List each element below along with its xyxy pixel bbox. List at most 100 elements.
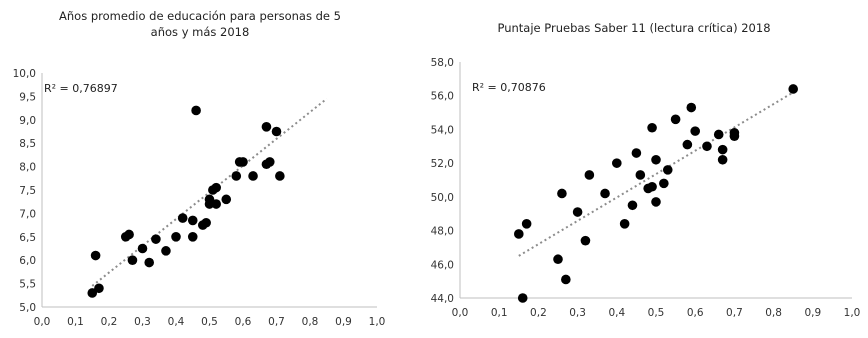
x-tick-label: 0,1 [491, 307, 508, 319]
data-point [635, 170, 646, 180]
data-point [788, 84, 798, 94]
data-point [686, 102, 697, 113]
data-point [87, 288, 98, 298]
x-tick-label: 0,6 [235, 316, 252, 328]
data-point [221, 194, 232, 205]
x-tick-label: 0,4 [608, 307, 625, 319]
data-point [521, 219, 532, 229]
x-tick-label: 0,8 [765, 307, 782, 319]
data-point [659, 178, 669, 189]
data-point [729, 128, 740, 138]
chart-education-years: Años promedio de educación para personas… [0, 0, 400, 338]
data-point [191, 105, 201, 116]
data-point [662, 165, 673, 175]
r-squared-label: R² = 0,76897 [44, 82, 118, 95]
data-point [238, 157, 248, 167]
data-point [161, 246, 171, 256]
x-tick-label: 0,6 [687, 307, 704, 319]
data-point [627, 200, 638, 211]
y-tick-label: 6,5 [19, 232, 36, 244]
chart-saber11-reading: Puntaje Pruebas Saber 11 (lectura crític… [400, 0, 868, 338]
x-tick-label: 1,0 [844, 307, 861, 319]
y-tick-label: 9,0 [19, 115, 36, 127]
chart-title: Puntaje Pruebas Saber 11 (lectura crític… [400, 20, 868, 36]
y-tick-label: 48,0 [431, 226, 454, 238]
y-tick-label: 58,0 [431, 57, 454, 69]
data-point [171, 232, 181, 242]
data-point [690, 126, 700, 136]
data-point [612, 158, 622, 168]
data-point [651, 154, 661, 165]
data-point [204, 194, 215, 205]
data-point [682, 139, 693, 150]
x-tick-label: 0,9 [335, 316, 352, 328]
data-point [124, 229, 134, 240]
data-point [94, 283, 104, 294]
x-tick-label: 0,1 [67, 316, 84, 328]
x-tick-label: 1,0 [369, 316, 386, 328]
data-point [647, 181, 657, 192]
x-tick-label: 0,0 [452, 307, 469, 319]
chart-title-line-1: Puntaje Pruebas Saber 11 (lectura crític… [497, 21, 771, 35]
data-point [580, 235, 591, 246]
y-tick-label: 8,0 [19, 162, 36, 174]
x-tick-label: 0,3 [134, 316, 151, 328]
data-point [211, 182, 221, 193]
y-tick-label: 6,0 [19, 255, 36, 267]
scatter-plot-saber11: 44,0 46,0 48,0 50,0 52,0 54,0 56,0 58,0 0,0 0,1 0,… [431, 57, 861, 319]
data-point [584, 170, 595, 180]
data-point [271, 126, 282, 137]
data-point [514, 229, 524, 239]
data-point [651, 197, 661, 207]
data-point [557, 188, 567, 199]
y-tick-label: 46,0 [431, 259, 454, 271]
data-point [90, 250, 101, 261]
chart-title-line-2: años y más 2018 [150, 25, 250, 39]
chart-title-line-1: Años promedio de educación para personas… [59, 9, 341, 23]
data-point [670, 114, 681, 125]
r-squared-label: R² = 0,70876 [472, 81, 546, 94]
data-point [275, 171, 285, 181]
data-point [713, 129, 724, 140]
data-point [187, 215, 198, 226]
data-point [517, 293, 528, 303]
y-tick-label: 52,0 [431, 158, 454, 170]
y-tick-label: 56,0 [431, 91, 454, 103]
x-tick-label: 0,7 [268, 316, 285, 328]
data-point [261, 122, 272, 132]
y-tick-label: 10,0 [13, 68, 36, 80]
data-point [702, 141, 712, 152]
data-point [248, 171, 258, 181]
x-tick-label: 0,4 [168, 316, 185, 328]
x-tick-label: 0,7 [726, 307, 743, 319]
data-point [717, 144, 728, 155]
data-point [561, 274, 571, 285]
y-tick-label: 5,5 [19, 279, 36, 291]
x-tick-label: 0,0 [34, 316, 51, 328]
data-point [553, 254, 563, 265]
data-point [231, 171, 242, 181]
x-tick-label: 0,5 [648, 307, 665, 319]
data-point [600, 188, 610, 199]
y-tick-label: 7,5 [19, 185, 36, 197]
x-tick-label: 0,8 [302, 316, 319, 328]
data-point [137, 243, 148, 254]
x-tick-label: 0,2 [530, 307, 547, 319]
data-point [187, 232, 198, 242]
data-point [151, 234, 161, 244]
y-tick-label: 5,0 [19, 302, 36, 314]
data-point [177, 213, 188, 223]
scatter-plot-education: 5,0 5,5 6,0 6,5 7,0 7,5 8,0 8,5 9,0 9,5 10,0 0,0 0,1… [13, 68, 386, 328]
x-tick-label: 0,5 [201, 316, 218, 328]
x-tick-label: 0,9 [804, 307, 821, 319]
y-tick-label: 50,0 [431, 192, 454, 204]
y-tick-label: 54,0 [431, 124, 454, 136]
data-point [127, 255, 138, 265]
data-point [647, 122, 657, 133]
y-tick-label: 9,5 [19, 91, 36, 103]
data-point [265, 157, 275, 167]
data-point [201, 217, 211, 228]
data-point [211, 199, 221, 209]
x-tick-label: 0,2 [101, 316, 118, 328]
trendline [518, 91, 794, 257]
